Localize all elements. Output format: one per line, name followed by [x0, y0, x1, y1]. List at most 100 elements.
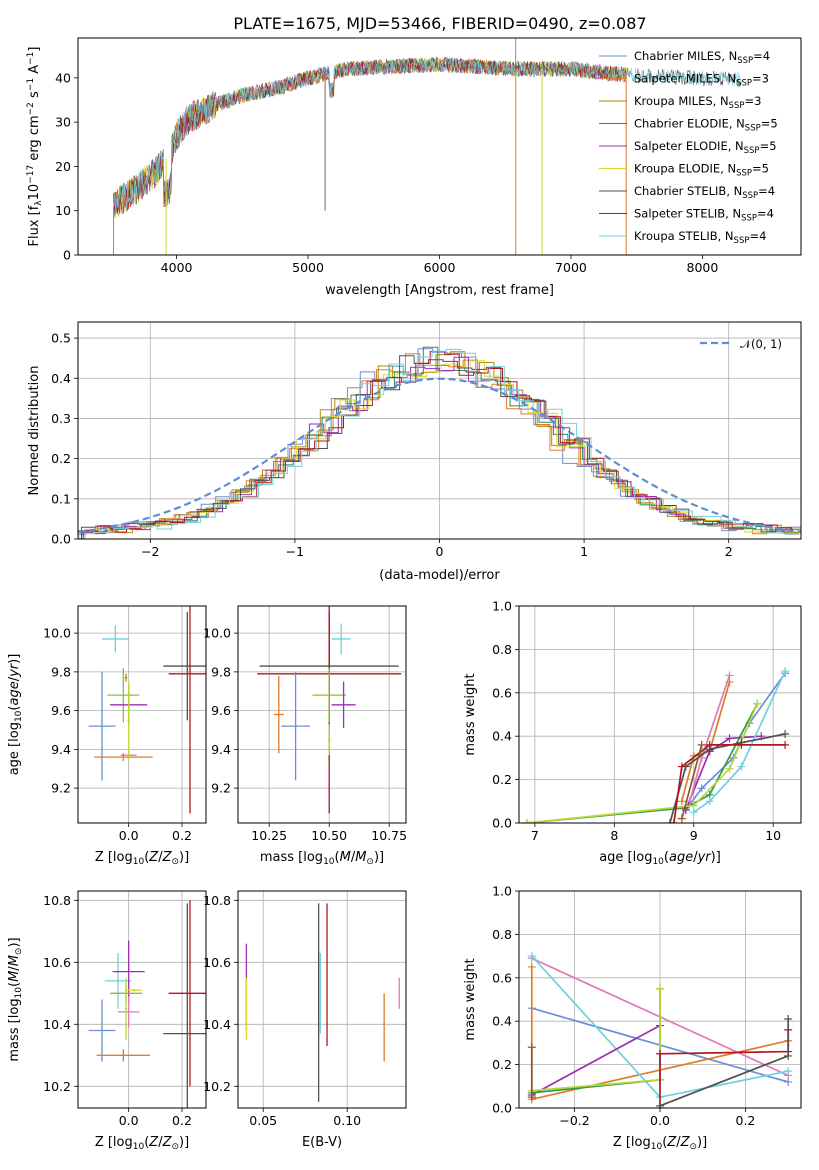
histogram-series	[79, 360, 801, 539]
weight-marker	[781, 740, 790, 749]
x-tick-label: 10	[765, 828, 781, 843]
x-tick-label: 0.05	[249, 1113, 277, 1128]
data-point	[124, 673, 128, 682]
weight-marker	[677, 797, 686, 806]
y-tick-label: 40	[55, 70, 71, 85]
x-tick-label: 0.10	[333, 1113, 361, 1128]
weight-marker	[677, 762, 686, 771]
data-point	[127, 681, 130, 760]
data-point	[331, 681, 356, 729]
weight-marker	[784, 1067, 793, 1076]
legend-label: Kroupa ELODIE, NSSP=5	[634, 162, 769, 179]
data-point	[96, 1049, 150, 1062]
x-tick-label: 4000	[161, 260, 193, 275]
x-tick-label: 5000	[292, 260, 324, 275]
weight-marker	[527, 962, 536, 971]
y-axis-label: mass weight	[463, 958, 478, 1040]
y-tick-label: 9.4	[211, 742, 231, 757]
x-tick-label: 1	[580, 544, 588, 559]
y-tick-label: 10.2	[43, 1079, 71, 1094]
y-tick-label: 0.4	[492, 729, 512, 744]
weight-marker	[669, 819, 678, 823]
histogram-series	[78, 346, 800, 535]
data-point	[124, 977, 128, 1040]
data-point	[331, 623, 351, 655]
weight-marker	[781, 730, 790, 739]
spectrum-series	[113, 56, 627, 217]
legend-label: Chabrier MILES, NSSP=4	[634, 49, 770, 66]
spectrum-legend: Chabrier MILES, NSSP=4 Salpeter MILES, NS…	[599, 49, 778, 246]
legend-label: 𝒩(0, 1)	[740, 337, 782, 351]
weight-marker	[697, 784, 706, 793]
x-tick-label: −0.2	[559, 1113, 589, 1128]
x-tick-label: 0.2	[172, 1113, 192, 1128]
weight-marker	[705, 797, 714, 806]
y-tick-label: 0.0	[51, 532, 71, 547]
data-point	[118, 996, 140, 1028]
axes-frame	[77, 890, 207, 1109]
x-tick-label: 0.0	[650, 1113, 670, 1128]
y-tick-label: 0.2	[492, 772, 512, 787]
axes-frame	[77, 321, 802, 540]
histogram-series	[84, 348, 801, 539]
axes-frame	[237, 890, 407, 1109]
weight-series	[680, 744, 703, 819]
weight-marker	[677, 814, 686, 823]
x-tick-label: 9	[690, 828, 698, 843]
mass-vs-metallicity-axes: 0.0 0.2 10.2 10.4 10.6 10.8 Z [log10(Z/Z⊙)] mas…	[7, 890, 207, 1152]
data-point	[281, 671, 310, 781]
weight-series	[693, 670, 786, 813]
x-axis-label: Z [log10(Z/Z⊙)]	[95, 1135, 189, 1152]
x-tick-label: 0.0	[119, 1113, 139, 1128]
y-tick-label: 0	[63, 248, 71, 263]
y-axis-label: Normed distribution	[27, 366, 42, 496]
data-point	[168, 606, 206, 814]
y-tick-label: 0.0	[492, 1101, 512, 1116]
histogram-series	[78, 351, 798, 534]
y-tick-label: 30	[55, 115, 71, 130]
y-tick-label: 9.6	[51, 703, 71, 718]
axes-frame	[77, 605, 207, 824]
y-tick-label: 1.0	[492, 884, 512, 899]
data-point	[88, 671, 116, 781]
y-tick-label: 9.8	[211, 664, 231, 679]
weight-series	[531, 1024, 661, 1096]
y-tick-label: 10.2	[203, 1079, 231, 1094]
x-tick-label: −1	[286, 544, 304, 559]
data-point	[163, 611, 206, 721]
y-tick-label: 10.0	[203, 626, 231, 641]
x-axis-label: Z [log10(Z/Z⊙)]	[613, 1135, 707, 1152]
y-tick-label: 10.4	[43, 1017, 71, 1032]
data-point	[107, 668, 140, 723]
weight-marker	[656, 984, 664, 993]
weight-marker	[522, 819, 531, 823]
y-tick-label: 0.8	[492, 642, 512, 657]
weight-marker	[781, 667, 790, 676]
y-tick-label: 9.6	[211, 703, 231, 718]
weight-marker	[665, 819, 674, 823]
y-tick-label: 0.2	[51, 451, 71, 466]
gaussian-curve	[78, 377, 801, 534]
weight-series	[680, 681, 731, 802]
axes-frame	[237, 605, 407, 824]
y-tick-label: 20	[55, 159, 71, 174]
weight-series	[526, 703, 759, 823]
y-tick-label: 0.6	[492, 970, 512, 985]
weight-marker	[689, 808, 698, 817]
weight-marker	[784, 1015, 793, 1024]
spectrum-series	[113, 57, 627, 222]
data-point	[126, 988, 142, 992]
data-point	[274, 675, 284, 754]
spectrum-series	[113, 57, 627, 214]
x-tick-label: 2	[725, 544, 733, 559]
spectrum-series	[113, 57, 627, 215]
y-tick-label: 10.0	[43, 626, 71, 641]
weight-marker	[697, 740, 706, 749]
histogram-axes: −2 −1 0 1 2 0.0 0.1 0.2 0.3 0.4 0.5 𝒩(0, 1) (data-mo…	[27, 321, 802, 583]
errorbars	[257, 606, 402, 814]
legend-label: Salpeter STELIB, NSSP=4	[634, 207, 774, 224]
data-point	[163, 903, 206, 1108]
y-tick-label: 0.8	[492, 927, 512, 942]
x-tick-label: 7000	[555, 260, 587, 275]
